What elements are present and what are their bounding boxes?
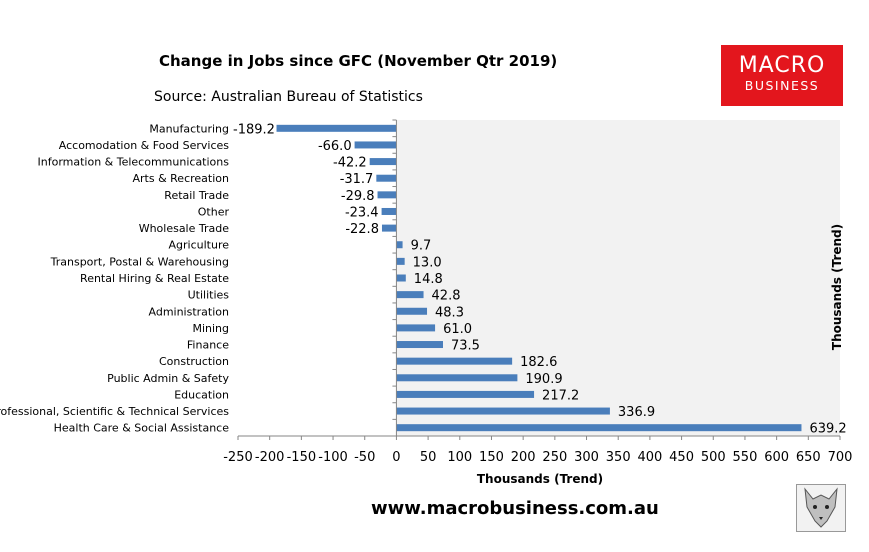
category-label: Construction [159,355,229,368]
data-label: 73.5 [451,339,480,354]
x-tick-label: 150 [479,450,504,465]
category-label: Agriculture [169,239,230,252]
right-axis-label: Thousands (Trend) [830,224,844,350]
x-tick-label: 200 [511,450,536,465]
data-label: -23.4 [345,205,379,220]
data-label: 336.9 [618,405,655,420]
x-tick-label: 0 [392,450,400,465]
wolf-logo-icon [796,484,846,532]
category-label: Information & Telecommunications [38,156,230,169]
category-label: Administration [149,305,230,318]
x-axis-label: Thousands (Trend) [477,472,603,486]
data-label: 42.8 [432,289,461,304]
bar [396,241,403,249]
x-tick-label: 650 [796,450,821,465]
x-tick-label: 300 [574,450,599,465]
data-label: 190.9 [525,372,562,387]
bar [396,274,406,282]
data-label: 9.7 [411,239,432,254]
bar [396,341,443,349]
data-label: -42.2 [333,156,367,171]
x-tick-label: -100 [318,450,348,465]
logo-line-macro: MACRO [738,53,826,78]
x-tick-label: 450 [669,450,694,465]
bar [376,174,397,182]
data-label: -189.2 [233,122,275,137]
plot-area [396,120,840,436]
category-label: Health Care & Social Assistance [54,422,230,435]
data-label: -31.7 [340,172,374,187]
category-label: Manufacturing [149,122,229,135]
bar [396,424,802,432]
category-label: Retail Trade [164,189,229,202]
website-url: www.macrobusiness.com.au [371,498,659,519]
bar [369,158,397,166]
x-tick-label: 250 [542,450,567,465]
x-tick-label: 350 [606,450,631,465]
bar [396,390,535,398]
bar [396,374,518,382]
bar [396,324,436,332]
category-label: Accomodation & Food Services [59,139,229,152]
bar [396,291,424,299]
x-tick-label: 400 [637,450,662,465]
bar [276,124,397,132]
data-label: 61.0 [443,322,472,337]
data-label: 182.6 [520,355,557,370]
category-label: Public Admin & Safety [107,372,229,385]
category-label: Other [198,205,230,218]
data-label: 14.8 [414,272,443,287]
data-label: -66.0 [318,139,352,154]
category-label: Arts & Recreation [133,172,230,185]
bar [396,407,610,415]
x-tick-label: -50 [354,450,375,465]
bar [381,224,397,232]
chart-title: Change in Jobs since GFC (November Qtr 2… [159,52,558,70]
x-tick-label: -150 [287,450,317,465]
category-label: Finance [187,339,229,352]
x-tick-label: -250 [223,450,253,465]
x-tick-label: -200 [255,450,285,465]
x-tick-label: 500 [701,450,726,465]
data-label: 217.2 [542,388,579,403]
category-label: Mining [192,322,229,335]
category-label: Utilities [188,289,230,302]
category-label: Professional, Scientific & Technical Ser… [0,405,229,418]
bar [396,257,405,265]
data-label: 48.3 [435,305,464,320]
category-label: Rental Hiring & Real Estate [80,272,229,285]
x-tick-label: 700 [828,450,853,465]
category-label: Transport, Postal & Warehousing [50,255,229,268]
category-label: Education [174,388,229,401]
category-label: Wholesale Trade [139,222,230,235]
x-tick-label: 100 [447,450,472,465]
x-tick-label: 550 [733,450,758,465]
bar [377,191,397,199]
data-label: -29.8 [341,189,375,204]
bar [354,141,397,149]
bar [381,207,397,215]
data-label: -22.8 [345,222,379,237]
logo-line-business: BUSINESS [744,78,820,93]
chart-source: Source: Australian Bureau of Statistics [154,89,423,105]
x-tick-label: 600 [764,450,789,465]
macrobusiness-logo: MACRO BUSINESS [721,45,843,106]
data-label: 639.2 [809,422,846,437]
data-label: 13.0 [413,255,442,270]
bar [396,307,428,315]
x-tick-label: 50 [420,450,437,465]
bar [396,357,513,365]
